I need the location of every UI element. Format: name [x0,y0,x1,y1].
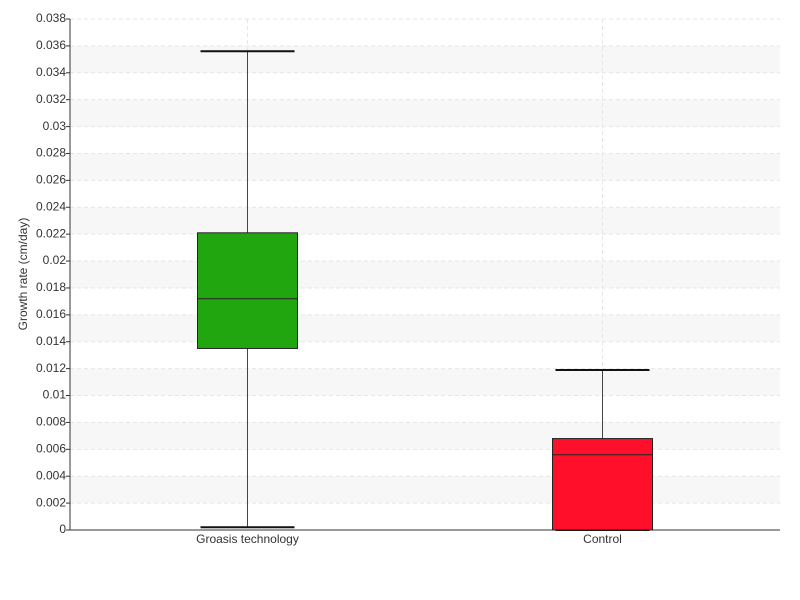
grid-band [70,422,780,450]
y-axis-title: Growth rate (cm/day) [16,218,30,331]
grid-band [70,261,780,288]
x-tick-label: Groasis technology [196,532,299,546]
y-tick-label: 0.032 [36,92,66,106]
y-tick-label: 0.03 [43,119,67,133]
y-tick-label: 0.006 [36,441,66,455]
y-tick-label: 0.008 [36,415,66,429]
grid-band [70,476,780,504]
box [197,232,298,349]
y-tick-label: 0.01 [43,388,67,402]
box [552,438,653,531]
grid-band [70,368,780,396]
grid-band [70,314,780,342]
y-tick-label: 0.004 [36,468,66,482]
y-tick-label: 0.026 [36,173,66,187]
grid-band [70,99,780,127]
y-tick-label: 0.014 [36,334,66,348]
grid-band [70,45,780,73]
y-tick-label: 0.018 [36,280,66,294]
y-tick-label: 0.028 [36,146,66,160]
x-tick-label: Control [583,532,622,546]
y-tick-label: 0.036 [36,38,66,52]
y-tick-label: 0.016 [36,307,66,321]
y-tick-label: 0.002 [36,495,66,509]
y-tick-label: 0.024 [36,199,66,213]
y-tick-label: 0.034 [36,65,66,79]
y-tick-label: 0.038 [36,11,66,25]
y-tick-label: 0.022 [36,226,66,240]
grid-band [70,207,780,235]
y-tick-label: 0.012 [36,361,66,375]
y-tick-label: 0 [59,522,66,536]
grid-band [70,153,780,181]
y-tick-label: 0.02 [43,253,67,267]
